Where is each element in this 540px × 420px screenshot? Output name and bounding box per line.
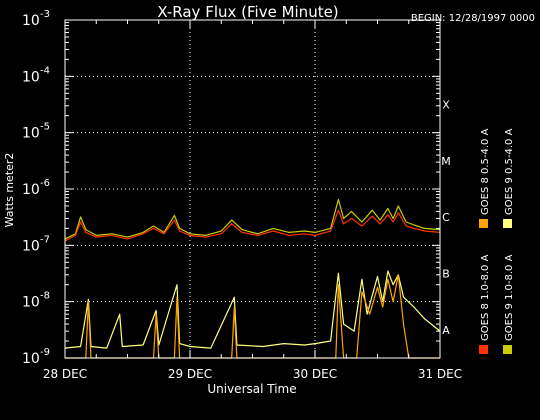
y-tick-label: 10 <box>22 126 40 142</box>
legend-swatch <box>503 345 512 354</box>
y-tick-label: 10 <box>22 69 40 85</box>
x-tick-label: 30 DEC <box>293 367 337 381</box>
series-line <box>64 198 441 240</box>
x-tick-label: 31 DEC <box>418 367 462 381</box>
legend-swatch <box>479 345 488 354</box>
legend-label: GOES 8 1.0-8.0 A <box>480 254 491 341</box>
series-line <box>64 209 441 242</box>
y-tick-exponent: -3 <box>40 9 50 20</box>
x-axis-label: Universal Time <box>207 382 296 396</box>
y-tick-label: 10 <box>22 295 40 311</box>
legend-label: GOES 8 0.5-4.0 A <box>480 128 491 215</box>
y-tick-label: 10 <box>22 182 40 198</box>
begin-date-label: BEGIN: 12/28/1997 0000 <box>411 13 535 24</box>
flare-class-label: B <box>442 268 450 281</box>
legend-label: GOES 9 1.0-8.0 A <box>504 254 515 341</box>
y-tick-label: 10 <box>22 238 40 254</box>
legend-label: GOES 9 0.5-4.0 A <box>504 128 515 215</box>
y-tick-label: 10 <box>22 351 40 367</box>
y-tick-label: 10 <box>22 13 40 29</box>
grid-lines <box>65 20 440 358</box>
y-tick-exponent: -7 <box>40 234 50 245</box>
flare-class-label: M <box>441 155 451 168</box>
flare-class-label: X <box>442 99 450 112</box>
x-tick-label: 28 DEC <box>43 367 87 381</box>
y-axis-label: Watts meter2 <box>3 153 16 228</box>
y-tick-exponent: -4 <box>40 65 50 76</box>
axes: 10-910-810-710-610-510-410 -328 DEC 29 DEC… <box>22 9 462 381</box>
legend-swatch <box>479 219 488 228</box>
legend: GOES 8 1.0-8.0 A GOES 8 0.5-4.0 A GOES 9 1… <box>479 128 515 354</box>
x-tick-label: 29 DEC <box>168 367 212 381</box>
y-tick-exponent: -5 <box>40 122 50 133</box>
y-tick-exponent: -8 <box>40 291 50 302</box>
series-line <box>64 270 441 349</box>
y-tick-exponent: -9 <box>40 347 50 358</box>
flare-class-label: C <box>442 211 450 224</box>
y-tick-exponent: -6 <box>40 178 50 189</box>
flare-class-label: A <box>442 324 450 337</box>
chart-title: X-Ray Flux (Five Minute) <box>157 3 338 21</box>
legend-swatch <box>503 219 512 228</box>
